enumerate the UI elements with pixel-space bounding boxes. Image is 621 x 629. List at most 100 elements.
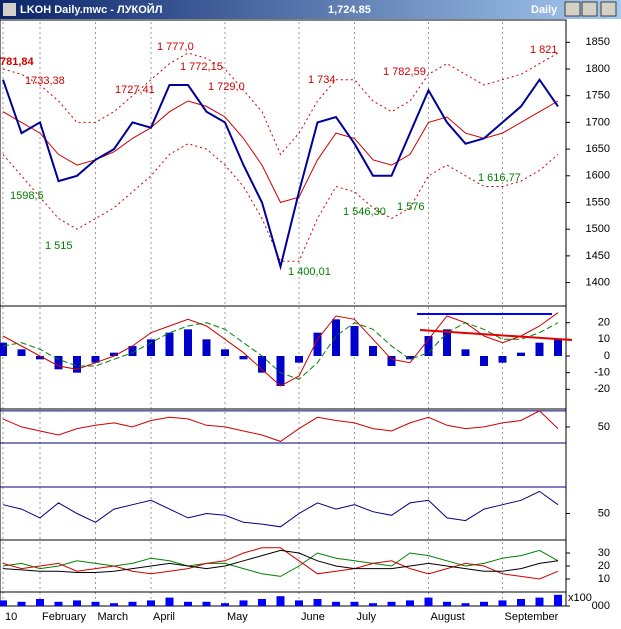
x-tick-label: February	[42, 611, 87, 623]
x-tick-label: August	[431, 611, 465, 623]
series-line	[2, 549, 559, 573]
window-title: LKOH Daily.mwc - ЛУКОЙЛ	[20, 3, 162, 16]
y-tick-label: 1600	[586, 170, 610, 182]
bar	[54, 601, 63, 606]
series-line	[2, 549, 559, 577]
bar	[498, 600, 507, 606]
bar	[221, 349, 229, 356]
y-tick-label: 50	[598, 421, 610, 433]
price-annotation: 1 616,77	[478, 172, 521, 184]
price-annotation: 1 821	[530, 44, 558, 56]
close-button[interactable]	[600, 1, 617, 17]
bar	[332, 319, 340, 356]
bar	[110, 352, 118, 356]
bar	[36, 356, 44, 360]
x-tick-label: April	[153, 611, 175, 623]
bar	[128, 346, 137, 356]
bar	[387, 601, 396, 606]
bar	[295, 356, 303, 363]
series-line	[2, 143, 559, 262]
bar	[110, 603, 118, 606]
bar	[258, 356, 266, 373]
bar	[517, 599, 525, 606]
bar	[165, 597, 174, 606]
period: Daily	[531, 4, 558, 16]
bar	[517, 352, 525, 356]
bar	[36, 599, 44, 606]
bar	[0, 600, 7, 606]
y-tick-label: 1650	[586, 143, 610, 155]
series-line	[2, 490, 559, 528]
bar	[184, 329, 192, 356]
price-annotation: 1727,41	[115, 84, 155, 96]
maximize-button[interactable]	[581, 1, 598, 17]
x-tick-label: 10	[5, 611, 17, 623]
y-tick-label: 1500	[586, 223, 610, 235]
y-tick-label: 1400	[586, 276, 610, 288]
bar	[128, 601, 137, 606]
x-tick-label: July	[357, 611, 377, 623]
y-tick-label: -10	[594, 367, 610, 379]
y-tick-label: 1700	[586, 116, 610, 128]
bar	[554, 594, 562, 606]
bar	[202, 339, 211, 356]
minimize-button[interactable]	[564, 1, 581, 17]
y-tick-label: 20	[598, 560, 610, 572]
series-line	[2, 547, 559, 580]
bar	[276, 596, 285, 606]
price-annotation: 1 734	[308, 74, 336, 86]
price-annotation: 1598,5	[10, 190, 44, 202]
x-tick-label: March	[98, 611, 129, 623]
bar	[443, 329, 451, 356]
bar	[17, 601, 26, 606]
y-tick-label: 20	[598, 317, 610, 329]
price-annotation: 1 576	[397, 201, 425, 213]
price-annotation: 781,84	[0, 56, 35, 68]
y-tick-label: 1550	[586, 196, 610, 208]
bar	[498, 356, 507, 363]
price-annotation: 1733,38	[25, 75, 65, 87]
x-tick-label: May	[227, 611, 248, 623]
price-annotation: 1 546,30	[343, 206, 386, 218]
app-icon	[3, 3, 16, 16]
y-tick-label: 1450	[586, 250, 610, 262]
bar	[535, 597, 544, 606]
bar	[239, 356, 248, 360]
bar	[239, 600, 248, 606]
trend-line	[419, 329, 573, 341]
y-tick-label: 30	[598, 547, 610, 559]
bar	[443, 601, 451, 606]
bar	[184, 601, 192, 606]
x-tick-label: September	[505, 611, 559, 623]
bar	[387, 356, 396, 366]
bar	[554, 339, 562, 356]
bar	[350, 601, 359, 606]
unit-label: x100	[568, 592, 592, 604]
price-annotation: 1 772,15	[180, 61, 223, 73]
series-line	[2, 77, 559, 271]
bar	[313, 332, 322, 356]
bar	[0, 342, 7, 356]
bar	[147, 600, 155, 606]
bar	[332, 601, 340, 606]
price-annotation: 1 400,01	[288, 266, 331, 278]
bar	[369, 346, 377, 356]
bar	[461, 603, 470, 606]
bar	[91, 356, 100, 363]
series-line	[2, 322, 559, 380]
bar	[406, 600, 414, 606]
bar	[461, 349, 470, 356]
price-annotation: 1 782,59	[383, 66, 426, 78]
bar	[258, 599, 266, 606]
bar	[480, 601, 488, 606]
y-tick-label: 000	[592, 600, 610, 612]
price-annotation: 1 777,0	[157, 41, 194, 53]
bar	[202, 601, 211, 606]
bar	[276, 356, 285, 386]
title-bar	[0, 0, 621, 19]
y-tick-label: 1850	[586, 36, 610, 48]
x-tick-label: June	[301, 611, 325, 623]
bar	[406, 356, 414, 360]
price-annotation: 1 515	[45, 240, 73, 252]
